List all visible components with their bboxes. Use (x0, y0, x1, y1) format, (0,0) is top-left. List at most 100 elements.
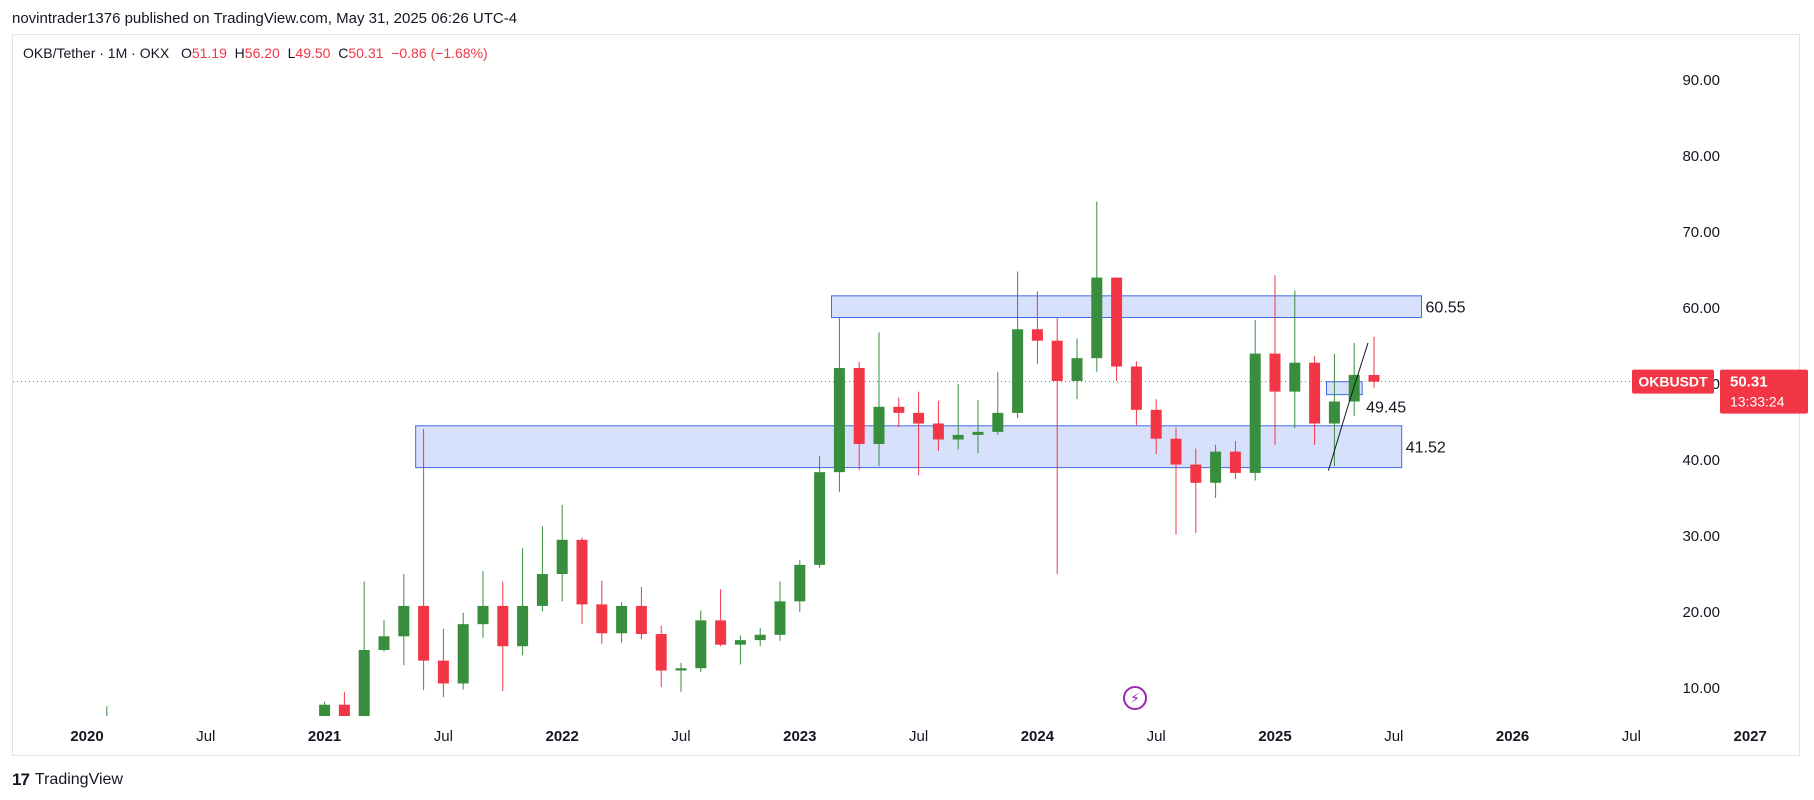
drawings-layer (13, 342, 1800, 471)
candle-body (1309, 362, 1321, 424)
candle-body (1012, 329, 1024, 413)
candle-body (893, 406, 905, 413)
candle-body (616, 605, 628, 634)
candles-layer (82, 201, 1380, 730)
candle-body (833, 368, 845, 473)
candle-body (873, 406, 885, 445)
candle-body (319, 704, 331, 716)
x-tick-label: Jul (434, 728, 453, 745)
candle-body (992, 412, 1004, 432)
candle-body (952, 434, 964, 440)
candle-body (1150, 409, 1162, 439)
candle-body (1348, 374, 1360, 402)
candle-body (161, 728, 172, 730)
candle-body (82, 725, 93, 727)
y-tick-label: 80.00 (1682, 148, 1720, 165)
legend-low-value: 49.50 (295, 45, 331, 61)
candle-body (220, 723, 231, 725)
candle-body (141, 727, 152, 729)
legend-open-label: O (180, 45, 192, 61)
candle-body (517, 605, 529, 647)
y-tick-label: 60.00 (1682, 300, 1720, 317)
axes-layer: 10.0020.0030.0040.0050.0060.0070.0080.00… (70, 72, 1808, 745)
x-tick-label: Jul (196, 728, 215, 745)
candle-body (1368, 374, 1380, 382)
x-tick-label: 2022 (546, 728, 579, 745)
x-tick-label: 2024 (1021, 728, 1055, 745)
zone-label: 60.55 (1426, 300, 1466, 317)
candle-body (1071, 358, 1083, 381)
legend-symbol[interactable]: OKB/Tether · 1M · OKX (23, 45, 170, 61)
x-tick-label: Jul (1384, 728, 1403, 745)
candle-body (240, 723, 251, 726)
candle-body (734, 640, 746, 645)
candle-body (101, 721, 112, 725)
candle-body (121, 721, 132, 726)
y-tick-label: 40.00 (1682, 452, 1720, 469)
candle-body (1130, 366, 1142, 410)
y-tick-label: 30.00 (1682, 528, 1720, 545)
candle-body (1111, 277, 1123, 367)
candle-body (695, 620, 707, 669)
candle-body (596, 604, 608, 634)
x-tick-label: 2021 (308, 728, 341, 745)
candle-body (1170, 438, 1182, 465)
candle-body (576, 539, 588, 605)
y-tick-label: 10.00 (1682, 680, 1720, 697)
candle-body (715, 620, 727, 645)
candle-body (972, 431, 984, 435)
candle-body (853, 368, 865, 445)
lightning-icon[interactable]: ⚡ (1123, 686, 1147, 710)
candle-body (378, 636, 390, 650)
legend-low-label: L (287, 45, 296, 61)
y-tick-label: 20.00 (1682, 604, 1720, 621)
y-tick-label: 90.00 (1682, 72, 1720, 89)
candle-body (675, 668, 687, 671)
candle-body (338, 704, 350, 716)
candle-body (1249, 353, 1261, 473)
tradingview-logo-icon: 17 (12, 770, 30, 789)
zone-label: 49.45 (1366, 400, 1406, 417)
x-tick-label: 2020 (70, 728, 103, 745)
footer-brand: 17 TradingView (12, 770, 123, 790)
candle-body (477, 605, 489, 625)
candle-body (181, 728, 192, 730)
x-tick-label: 2026 (1496, 728, 1529, 745)
legend-high-value: 56.20 (244, 45, 280, 61)
symbol-price-tag (1632, 369, 1714, 394)
legend-high-label: H (234, 45, 245, 61)
candle-body (299, 719, 310, 722)
published-by-line: novintrader1376 published on TradingView… (12, 10, 518, 27)
candle-body (774, 601, 786, 635)
candle-body (932, 423, 944, 440)
candle-body (754, 634, 766, 641)
candle-body (1051, 340, 1063, 381)
ohlc-legend: OKB/Tether · 1M · OKX O51.19 H56.20 L49.… (23, 45, 488, 61)
trend-line (1327, 342, 1369, 471)
candle-body (814, 472, 826, 565)
x-tick-label: Jul (1147, 728, 1166, 745)
last-price-value: 50.31 (1730, 374, 1768, 391)
candle-body (497, 605, 509, 647)
bar-countdown: 13:33:24 (1730, 394, 1785, 410)
candle-body (536, 574, 548, 606)
candle-body (260, 722, 271, 726)
candle-body (358, 650, 370, 716)
legend-close-label: C (338, 45, 349, 61)
zone-label: 41.52 (1406, 440, 1446, 457)
candle-body (1269, 353, 1281, 392)
zone-box (830, 295, 1423, 318)
candle-body (655, 634, 667, 671)
x-tick-label: 2027 (1734, 728, 1767, 745)
candle-body (1328, 401, 1340, 424)
candle-body (635, 605, 647, 635)
candle-body (1031, 329, 1043, 341)
x-tick-label: Jul (1622, 728, 1641, 745)
candle-body (794, 564, 806, 602)
y-tick-label: 70.00 (1682, 224, 1720, 241)
footer-brand-label: TradingView (34, 771, 123, 788)
candle-body (1210, 451, 1222, 483)
legend-open-value: 51.19 (191, 45, 227, 61)
candle-body (437, 660, 449, 684)
